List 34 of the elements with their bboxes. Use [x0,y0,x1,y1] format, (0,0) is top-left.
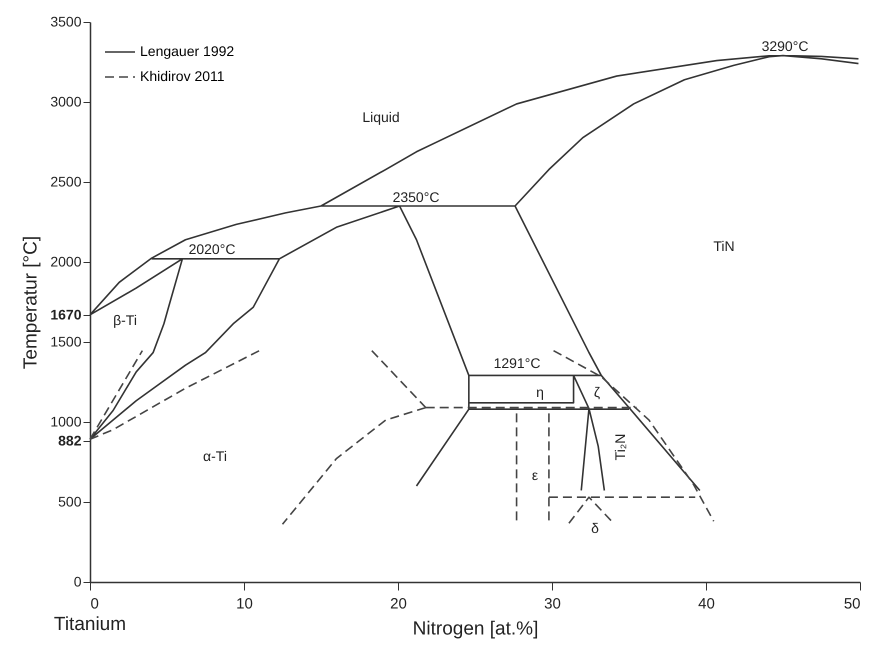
annotation: 1291°C [494,355,540,371]
annotation: TiN [713,238,735,254]
annotation: 2350°C [392,189,440,205]
y-tick-label: 3500 [50,14,82,30]
x-tick-label: 40 [698,596,715,612]
x-tick-label: 50 [844,596,860,612]
x-tick-label: 20 [390,596,407,612]
y-tick-label: 500 [58,494,82,510]
annotation: η [536,384,544,400]
y-tick-label: 1000 [50,414,82,430]
annotation: Ti₂N [612,434,628,460]
x-axis-title: Nitrogen [at.%] [412,618,538,640]
annotation: Liquid [362,109,400,125]
y-tick-label: 2000 [50,254,82,270]
annotation: 3290°C [762,38,808,54]
annotation: β-Ti [113,312,137,328]
legend-label: Lengauer 1992 [140,43,234,59]
legend-label: Khidirov 2011 [140,68,225,84]
annotation: α-Ti [203,448,227,464]
y-tick-label: 1670 [50,306,82,322]
y-tick-label: 2500 [50,174,82,190]
x-tick-label: 0 [90,596,99,612]
y-tick-label: 0 [74,574,82,590]
y-tick-label: 3000 [50,94,82,110]
y-axis-title: Temperatur [°C] [20,236,42,370]
annotation: ε [532,467,538,483]
x-tick-label: 30 [544,596,561,612]
y-tick-label: 1500 [50,334,82,350]
x-tick-label: 10 [236,596,253,612]
annotation: 2020°C [188,241,236,257]
y-tick-label: 882 [58,432,82,448]
annotation: ζ [594,384,600,400]
annotation: δ [591,520,600,536]
text: Titanium [54,614,126,635]
